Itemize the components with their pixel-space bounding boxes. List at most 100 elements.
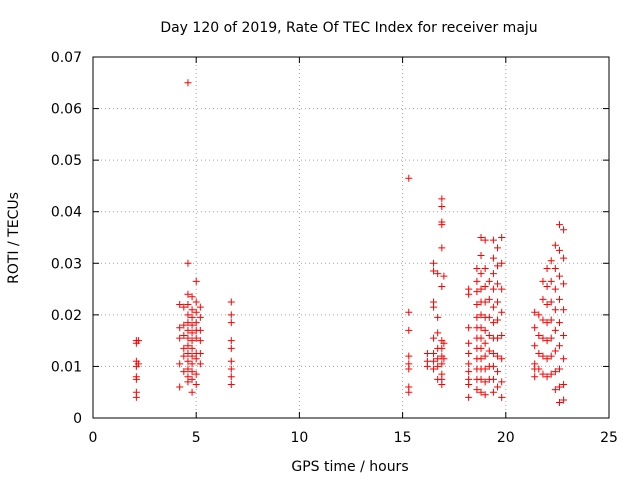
data-point: [489, 388, 497, 396]
data-point: [227, 357, 235, 365]
data-point: [560, 226, 568, 234]
data-point: [184, 319, 192, 327]
data-point: [560, 306, 568, 314]
data-point: [477, 375, 485, 383]
data-point: [405, 174, 413, 182]
data-point: [465, 339, 473, 347]
data-point: [176, 334, 184, 342]
data-point: [477, 234, 485, 241]
data-point: [176, 324, 184, 332]
data-point: [440, 272, 448, 280]
data-point: [498, 355, 506, 363]
data-point: [405, 308, 413, 316]
y-tick-label: 0.04: [51, 205, 82, 221]
data-point: [196, 337, 204, 345]
data-point: [132, 393, 140, 401]
data-point: [434, 270, 442, 278]
data-point: [494, 368, 502, 376]
data-point: [465, 324, 473, 332]
data-point: [555, 383, 563, 391]
data-point: [551, 326, 559, 334]
data-point: [180, 352, 188, 360]
data-point: [438, 360, 446, 368]
x-tick-label: 20: [497, 430, 515, 446]
data-point: [543, 319, 551, 327]
data-point: [543, 264, 551, 272]
data-point: [489, 303, 497, 311]
data-point: [184, 326, 192, 334]
y-tick-label: 0.03: [51, 256, 82, 272]
data-point: [405, 326, 413, 334]
x-tick-label: 10: [290, 430, 308, 446]
data-point: [188, 321, 196, 329]
y-tick-label: 0.07: [51, 50, 82, 66]
data-point: [192, 298, 200, 306]
data-point: [188, 352, 196, 360]
y-axis-label: ROTI / TECUs: [6, 192, 22, 284]
data-point: [481, 282, 489, 290]
data-point: [438, 344, 446, 352]
data-point: [438, 221, 446, 229]
y-tick-label: 0.01: [51, 359, 82, 375]
data-point: [227, 344, 235, 352]
data-point: [473, 386, 481, 394]
x-axis-label: GPS time / hours: [291, 459, 408, 475]
data-point: [440, 339, 448, 347]
data-point: [547, 277, 555, 285]
data-point: [438, 282, 446, 290]
data-point: [434, 313, 442, 321]
data-point: [477, 252, 485, 260]
data-point: [176, 383, 184, 391]
data-point: [543, 337, 551, 345]
data-point: [227, 337, 235, 345]
data-point: [184, 378, 192, 386]
data-point: [481, 339, 489, 347]
data-point: [477, 344, 485, 352]
data-point: [560, 254, 568, 262]
data-point: [180, 344, 188, 352]
data-point: [535, 331, 543, 339]
data-point: [176, 301, 184, 309]
data-point: [555, 399, 563, 407]
data-point: [481, 236, 489, 244]
data-point: [481, 298, 489, 306]
data-point: [481, 391, 489, 399]
data-point: [498, 331, 506, 339]
data-point: [465, 368, 473, 376]
data-point: [188, 293, 196, 301]
data-point: [192, 380, 200, 388]
x-tick-label: 15: [394, 430, 412, 446]
data-point: [180, 303, 188, 311]
data-point: [227, 319, 235, 327]
data-point: [196, 326, 204, 334]
data-point: [473, 264, 481, 272]
data-point: [551, 306, 559, 314]
data-point: [543, 355, 551, 363]
data-point: [494, 262, 502, 270]
data-point: [184, 350, 192, 358]
data-point: [547, 257, 555, 265]
x-tick-label: 25: [600, 430, 618, 446]
data-point: [489, 350, 497, 358]
data-point: [188, 388, 196, 396]
y-tick-label: 0.02: [51, 308, 82, 324]
data-point: [555, 365, 563, 373]
data-point: [539, 295, 547, 303]
data-point: [494, 244, 502, 252]
data-point: [555, 342, 563, 350]
data-point: [481, 264, 489, 272]
data-point: [560, 280, 568, 288]
data-point: [227, 298, 235, 306]
data-point: [132, 375, 140, 383]
x-tick-label: 5: [192, 430, 201, 446]
data-point: [477, 285, 485, 293]
data-point: [498, 234, 506, 241]
data-point: [551, 386, 559, 394]
data-point: [535, 365, 543, 373]
data-point: [180, 331, 188, 339]
data-point: [481, 378, 489, 386]
data-point: [184, 365, 192, 373]
data-point: [184, 79, 192, 87]
data-point: [494, 383, 502, 391]
